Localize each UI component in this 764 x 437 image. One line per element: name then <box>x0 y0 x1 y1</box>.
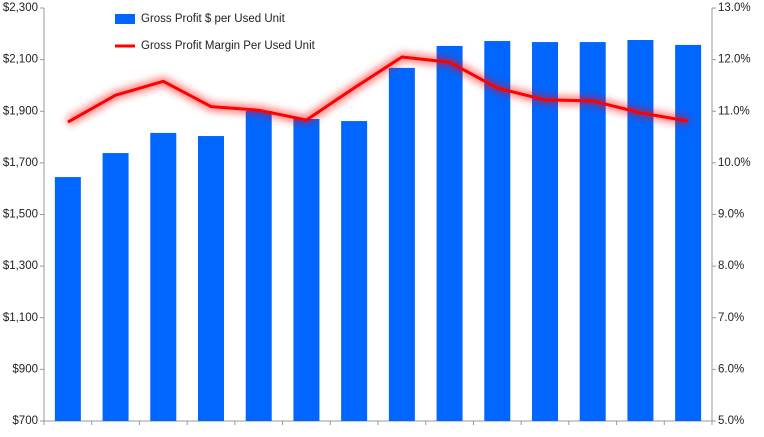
bar <box>484 41 511 421</box>
bar <box>150 132 177 421</box>
bar <box>245 110 272 421</box>
legend-label: Gross Profit Margin Per Used Unit <box>141 40 316 52</box>
y2-tick-label: 10.0% <box>718 157 751 169</box>
bar <box>627 40 654 421</box>
y2-tick-label: 8.0% <box>718 260 744 272</box>
bar <box>198 136 224 421</box>
bar <box>341 121 368 421</box>
y-tick-label: $1,700 <box>3 157 38 169</box>
bar <box>293 118 320 422</box>
y2-tick-label: 6.0% <box>718 363 744 375</box>
line <box>67 55 689 124</box>
bar <box>532 42 558 421</box>
y-tick-label: $1,500 <box>3 209 38 221</box>
y2-tick-label: 12.0% <box>718 54 751 66</box>
y2-tick-label: 9.0% <box>718 209 744 221</box>
y-tick-label: $2,100 <box>3 54 38 66</box>
y2-tick-label: 13.0% <box>718 2 751 14</box>
y-tick-label: $2,300 <box>3 2 38 14</box>
y-tick-label: $1,900 <box>3 105 38 117</box>
y-tick-label: $700 <box>12 415 38 427</box>
bar <box>388 67 415 421</box>
y2-tick-label: 7.0% <box>718 312 744 324</box>
y-tick-label: $1,100 <box>3 312 38 324</box>
y-tick-label: $900 <box>12 363 38 375</box>
legend-swatch <box>115 14 135 24</box>
bar <box>54 177 81 421</box>
y-tick-label: $1,300 <box>3 260 38 272</box>
bar <box>102 153 129 421</box>
bar <box>436 45 463 422</box>
y2-tick-label: 5.0% <box>718 415 744 427</box>
bar <box>675 44 702 422</box>
y2-tick-label: 11.0% <box>718 105 750 117</box>
legend-label: Gross Profit $ per Used Unit <box>141 13 286 25</box>
